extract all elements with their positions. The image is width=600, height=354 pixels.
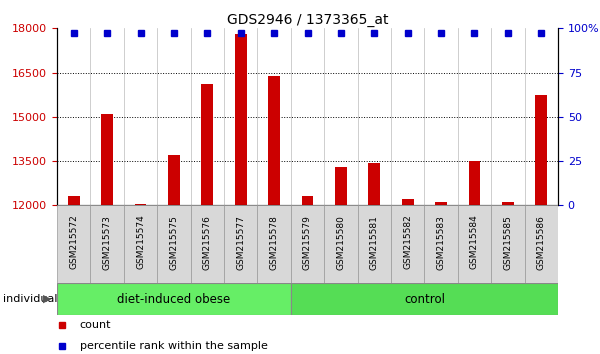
FancyBboxPatch shape	[157, 205, 191, 283]
Title: GDS2946 / 1373365_at: GDS2946 / 1373365_at	[227, 13, 388, 27]
Text: control: control	[404, 293, 445, 306]
Text: GSM215574: GSM215574	[136, 215, 145, 269]
FancyBboxPatch shape	[391, 205, 424, 283]
Text: diet-induced obese: diet-induced obese	[117, 293, 230, 306]
FancyBboxPatch shape	[291, 283, 558, 315]
Text: GSM215572: GSM215572	[69, 215, 78, 269]
Bar	[101, 114, 113, 205]
FancyBboxPatch shape	[57, 283, 291, 315]
FancyBboxPatch shape	[124, 205, 157, 283]
Bar	[168, 155, 180, 205]
Text: GSM215581: GSM215581	[370, 215, 379, 269]
Bar	[535, 95, 547, 205]
Text: GSM215584: GSM215584	[470, 215, 479, 269]
FancyBboxPatch shape	[358, 205, 391, 283]
Text: GSM215580: GSM215580	[337, 215, 346, 269]
FancyBboxPatch shape	[257, 205, 291, 283]
FancyBboxPatch shape	[458, 205, 491, 283]
Text: GSM215575: GSM215575	[169, 215, 178, 269]
FancyBboxPatch shape	[524, 205, 558, 283]
Bar	[502, 202, 514, 205]
FancyBboxPatch shape	[291, 205, 324, 283]
Bar	[134, 204, 146, 205]
Text: ▶: ▶	[43, 294, 51, 304]
Text: GSM215573: GSM215573	[103, 215, 112, 269]
Bar	[268, 75, 280, 205]
Text: GSM215585: GSM215585	[503, 215, 512, 269]
Text: GSM215579: GSM215579	[303, 215, 312, 269]
Text: count: count	[80, 320, 111, 330]
FancyBboxPatch shape	[191, 205, 224, 283]
Bar	[302, 196, 313, 205]
Bar	[469, 161, 481, 205]
FancyBboxPatch shape	[424, 205, 458, 283]
FancyBboxPatch shape	[57, 205, 91, 283]
Text: GSM215576: GSM215576	[203, 215, 212, 269]
Bar	[435, 202, 447, 205]
Text: GSM215578: GSM215578	[269, 215, 278, 269]
Text: GSM215583: GSM215583	[437, 215, 446, 269]
FancyBboxPatch shape	[91, 205, 124, 283]
FancyBboxPatch shape	[224, 205, 257, 283]
Bar	[402, 199, 413, 205]
Bar	[68, 196, 80, 205]
Text: GSM215577: GSM215577	[236, 215, 245, 269]
Text: individual: individual	[3, 294, 58, 304]
Bar	[235, 34, 247, 205]
Text: percentile rank within the sample: percentile rank within the sample	[80, 341, 268, 351]
Bar	[368, 162, 380, 205]
Bar	[202, 84, 213, 205]
Text: GSM215582: GSM215582	[403, 215, 412, 269]
Text: GSM215586: GSM215586	[537, 215, 546, 269]
FancyBboxPatch shape	[491, 205, 524, 283]
FancyBboxPatch shape	[324, 205, 358, 283]
Bar	[335, 167, 347, 205]
